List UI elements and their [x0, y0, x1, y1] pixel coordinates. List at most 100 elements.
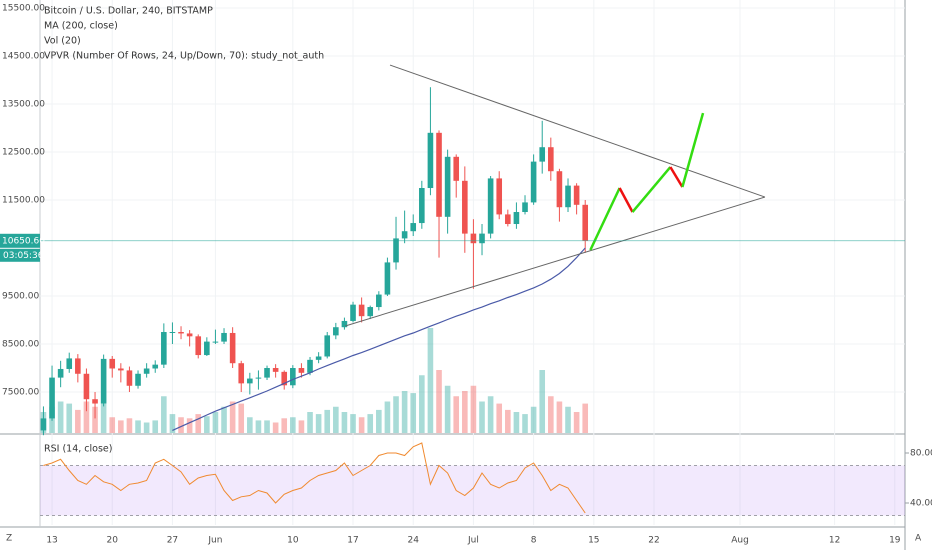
candle-body	[169, 332, 176, 334]
candle-body	[229, 332, 236, 364]
candle-body	[161, 332, 167, 365]
candle-body	[247, 378, 253, 384]
candle-body	[272, 368, 279, 372]
volume-bar	[66, 403, 73, 433]
rsi-tick-label: 40.00	[910, 499, 932, 509]
candle-body	[453, 156, 460, 181]
candle-body	[290, 368, 296, 386]
y-tick-label: 14500.00	[2, 52, 45, 62]
volume-bar	[83, 401, 90, 433]
projection-segment	[681, 112, 705, 188]
volume-bar	[186, 418, 193, 433]
x-tick-label: 15	[588, 536, 599, 546]
candle-body	[212, 341, 219, 343]
candle-body	[358, 304, 365, 317]
candle-body	[487, 178, 494, 234]
candle-body	[505, 214, 511, 225]
candle-body	[83, 373, 90, 400]
candle-body	[49, 377, 55, 419]
candle-body	[178, 332, 184, 334]
candle-body	[126, 370, 133, 386]
volume-bar	[315, 414, 322, 433]
y-tick-label: 8500.00	[2, 340, 39, 350]
x-tick-label: Jun	[207, 536, 222, 546]
scale-button[interactable]: Z	[6, 534, 12, 544]
volume-bar	[470, 385, 477, 433]
indicator-legend: MA (200, close)	[44, 21, 118, 32]
candle-body	[324, 335, 331, 357]
volume-bar	[135, 420, 141, 433]
volume-bar	[298, 420, 305, 433]
y-tick-label: 12500.00	[2, 148, 45, 158]
auto-button[interactable]: A	[915, 534, 922, 544]
volume-bar	[169, 414, 176, 433]
candle-body	[393, 238, 399, 263]
volume-bar	[229, 401, 236, 433]
ma-line	[172, 247, 586, 431]
x-tick-label: 10	[287, 536, 299, 546]
volume-bar	[376, 409, 382, 433]
volume-bar	[513, 412, 520, 433]
candle-body	[419, 188, 425, 224]
projection-segment	[589, 187, 621, 251]
candle-body	[436, 132, 442, 217]
y-tick-label: 9500.00	[2, 292, 39, 302]
x-tick-label: 12	[829, 536, 840, 546]
volume-bar	[178, 417, 184, 433]
volume-bar	[436, 370, 442, 433]
volume-bar	[109, 417, 116, 433]
candle-body	[556, 171, 563, 208]
candle-body	[384, 262, 391, 295]
volume-bar	[453, 396, 460, 433]
volume-bar	[57, 401, 64, 433]
volume-bar	[324, 409, 331, 433]
x-tick-label: Aug	[731, 536, 749, 546]
candle-body	[548, 147, 554, 172]
volume-bar	[255, 420, 262, 433]
volume-bar	[393, 396, 399, 433]
volume-bar	[143, 422, 150, 433]
candle-body	[92, 399, 98, 404]
candle-body	[186, 333, 193, 337]
volume-bar	[204, 416, 210, 433]
candle-body	[522, 202, 528, 213]
candle-body	[195, 336, 202, 356]
volume-bar	[272, 422, 279, 433]
candle-body	[109, 358, 116, 369]
rsi-band	[40, 465, 905, 516]
candle-body	[333, 327, 339, 336]
candle-body	[582, 204, 589, 241]
candle-body	[462, 180, 468, 234]
rsi-legend: RSI (14, close)	[44, 444, 112, 455]
candle-body	[238, 363, 245, 384]
volume-bar	[548, 396, 554, 433]
x-tick-label: 27	[167, 536, 178, 546]
volume-bar	[152, 420, 159, 433]
candle-body	[376, 294, 382, 308]
candle-body	[479, 233, 485, 244]
y-tick-label: 11500.00	[2, 196, 45, 206]
x-tick-label: 8	[531, 536, 537, 546]
candle-body	[298, 368, 305, 373]
volume-bar	[212, 412, 219, 433]
projection-segment	[618, 187, 634, 213]
volume-bar	[496, 403, 503, 433]
countdown-box	[0, 248, 40, 262]
volume-bar	[281, 418, 288, 433]
volume-bar	[341, 412, 348, 433]
x-tick-label: 19	[889, 536, 901, 546]
volume-bar	[195, 414, 202, 433]
rsi-tick-label: 80.00	[910, 449, 932, 459]
candle-body	[530, 161, 537, 203]
candle-body	[470, 233, 477, 244]
candle-body	[40, 418, 47, 431]
candle-body	[264, 368, 270, 378]
volume-bar	[444, 385, 451, 433]
x-tick-label: Jul	[467, 536, 479, 546]
volume-bar	[427, 328, 434, 433]
candle-body	[341, 320, 348, 328]
volume-bar	[290, 417, 296, 433]
x-tick-label: 24	[407, 536, 419, 546]
volume-bar	[582, 403, 589, 433]
volume-bar	[419, 375, 425, 433]
